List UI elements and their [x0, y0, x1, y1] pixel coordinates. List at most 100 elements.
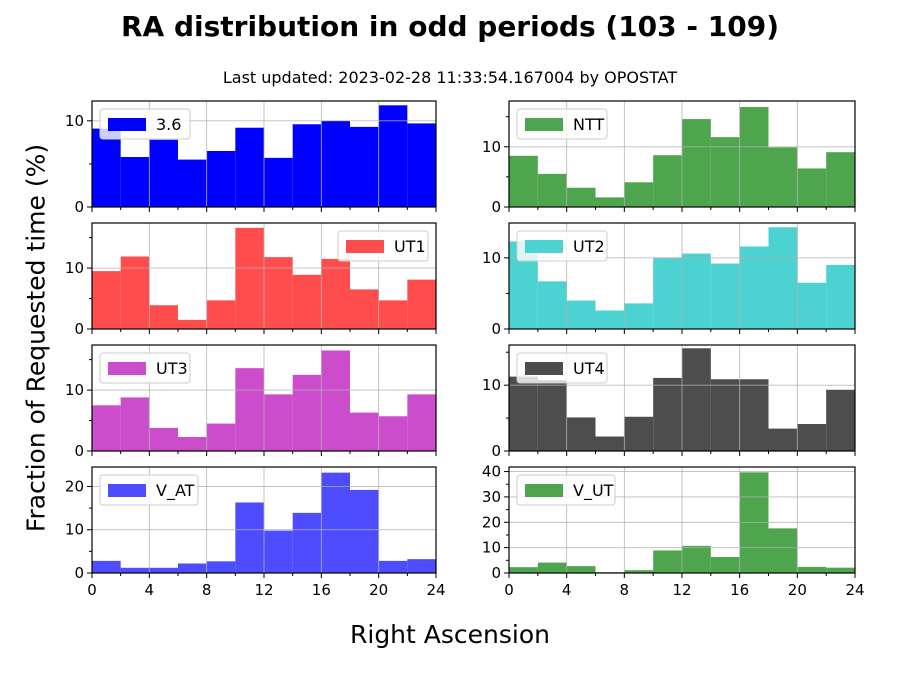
histogram-bar — [682, 348, 711, 451]
x-tick-label: 16 — [312, 581, 331, 599]
x-tick-label: 4 — [145, 581, 155, 599]
histogram-bar — [350, 489, 379, 573]
histogram-bar — [149, 139, 178, 207]
histogram-bar — [624, 570, 654, 573]
histogram-bar — [321, 472, 350, 573]
histogram-bar — [710, 137, 740, 207]
histogram-bar — [653, 155, 682, 207]
legend-swatch — [525, 362, 563, 375]
legend-swatch — [108, 484, 146, 497]
histogram-bar — [264, 530, 293, 573]
legend-swatch — [525, 240, 563, 253]
legend-v-ut: V_UT — [516, 474, 616, 506]
histogram-bar — [178, 159, 207, 207]
subplot-ut1: 0 10 UT1 — [65, 222, 437, 338]
histogram-bar — [350, 126, 379, 207]
x-tick-label: 20 — [788, 581, 807, 599]
histogram-bar — [407, 123, 436, 207]
histogram-bar — [321, 120, 350, 207]
subplot-ntt: 0 10 NTT — [482, 100, 856, 216]
histogram-bar — [595, 197, 625, 207]
histogram-bar — [235, 368, 264, 451]
legend-label: UT4 — [573, 359, 605, 378]
x-tick-label: 20 — [369, 581, 388, 599]
legend-ut1: UT1 — [337, 230, 429, 262]
histogram-bar — [120, 157, 150, 207]
histogram-bar — [264, 394, 293, 451]
legend-v-at: V_AT — [99, 474, 199, 506]
subplot-v-at: 0 4 8 12 16 20 24 0 10 20 V_AT — [65, 466, 446, 599]
histogram-bar — [710, 379, 740, 451]
histogram-bar — [178, 436, 207, 451]
histogram-bar — [378, 416, 408, 451]
x-tick-label: 8 — [620, 581, 630, 599]
subplot-3-6: 0 10 3.6 — [65, 100, 437, 216]
histogram-bar — [206, 561, 236, 573]
subplot-ut3: 0 10 UT3 — [65, 344, 437, 460]
histogram-bar — [120, 397, 150, 451]
histogram-bar — [624, 182, 654, 207]
histogram-bar — [537, 281, 567, 329]
x-tick-label: 4 — [562, 581, 572, 599]
histogram-bar — [624, 303, 654, 329]
histogram-bar — [768, 528, 798, 573]
histogram-bar — [292, 124, 322, 207]
x-tick-label: 16 — [730, 581, 749, 599]
y-tick-label: 0 — [74, 320, 84, 338]
legend-ut3: UT3 — [99, 352, 191, 384]
y-tick-label: 10 — [482, 249, 501, 267]
histogram-bar — [566, 566, 596, 573]
y-tick-label: 10 — [65, 521, 84, 539]
legend-swatch — [525, 118, 563, 131]
legend-box — [99, 474, 199, 506]
histogram-bar — [378, 300, 408, 329]
histogram-bar — [768, 428, 798, 451]
histogram-bar — [92, 560, 121, 573]
histogram-bar — [407, 559, 436, 573]
y-tick-label: 10 — [482, 138, 501, 156]
histogram-bar — [178, 563, 207, 573]
histogram-bar — [653, 550, 682, 573]
y-tick-label: 0 — [74, 198, 84, 216]
legend-label: UT2 — [573, 237, 605, 256]
legend-swatch — [346, 240, 384, 253]
y-tick-label: 0 — [491, 442, 501, 460]
histogram-bar — [407, 394, 436, 451]
y-tick-label: 10 — [65, 259, 84, 277]
histogram-bar — [826, 264, 855, 329]
histogram-bar — [826, 567, 855, 573]
y-tick-label: 40 — [482, 463, 501, 481]
histogram-bar — [292, 512, 322, 573]
y-tick-label: 20 — [482, 513, 501, 531]
histogram-bar — [682, 545, 711, 573]
histogram-bar — [92, 128, 121, 207]
y-tick-label: 0 — [491, 564, 501, 582]
histogram-bar — [826, 389, 855, 451]
y-tick-label: 0 — [74, 564, 84, 582]
histogram-bar — [235, 502, 264, 573]
histogram-bar — [378, 560, 408, 573]
histogram-bar — [407, 279, 436, 329]
y-tick-label: 10 — [482, 376, 501, 394]
histogram-bar — [92, 405, 121, 451]
x-tick-label: 24 — [426, 581, 445, 599]
histogram-bar — [739, 107, 769, 207]
histogram-bar — [624, 416, 654, 451]
histogram-bar — [739, 246, 769, 329]
histogram-bar — [206, 300, 236, 329]
histogram-bar — [797, 168, 827, 207]
legend-3-6: 3.6 — [99, 108, 191, 140]
y-tick-label: 0 — [491, 198, 501, 216]
histogram-bar — [509, 155, 538, 207]
subplot-v-ut: 0 4 8 12 16 20 24 0 10 20 30 40 V_UT — [482, 463, 865, 599]
histogram-bar — [92, 271, 121, 329]
histogram-bar — [149, 567, 178, 573]
histogram-bar — [378, 105, 408, 207]
histogram-bar — [595, 310, 625, 329]
histogram-bar — [537, 562, 567, 573]
histogram-bar — [120, 256, 150, 329]
histogram-bar — [682, 253, 711, 329]
histogram-bar — [321, 258, 350, 329]
legend-label: V_AT — [156, 481, 195, 501]
histogram-bar — [710, 263, 740, 329]
